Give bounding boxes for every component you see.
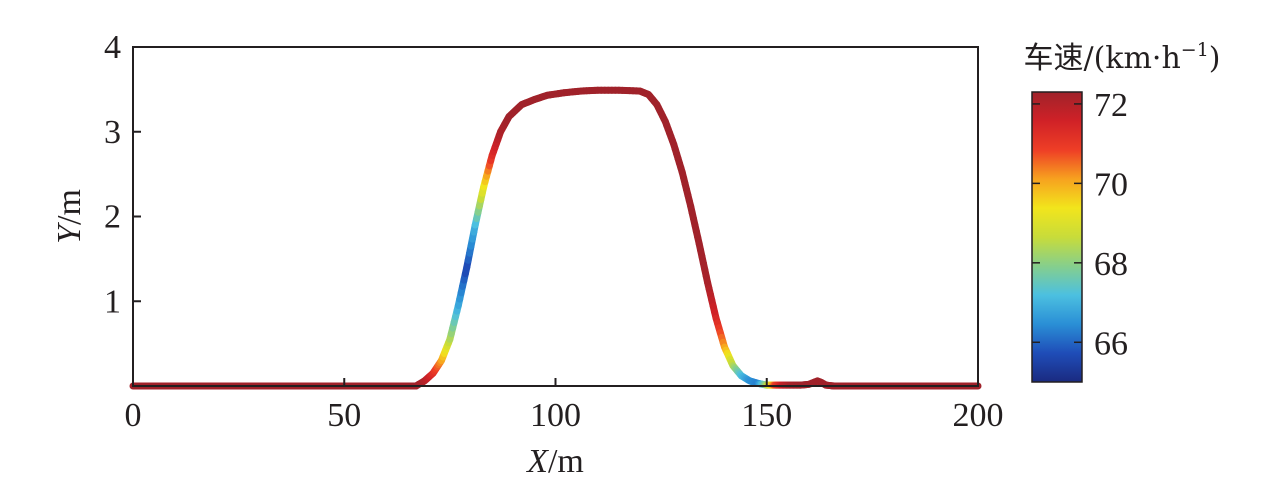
colorbar-title-end: ) — [1209, 41, 1221, 76]
x-axis: 0 50 100 150 200 — [125, 378, 1004, 434]
x-axis-label-unit: /m — [548, 443, 584, 480]
colorbar-ticks: 66 68 70 72 — [1032, 87, 1128, 362]
x-tick-label: 150 — [741, 397, 792, 434]
y-axis: 1 2 3 4 — [104, 29, 141, 320]
colorbar-title: 车速/(km·h−1) — [1023, 39, 1220, 76]
colorbar-tick-label: 66 — [1094, 325, 1128, 362]
y-tick-label: 3 — [104, 114, 121, 151]
y-axis-label-var: Y — [51, 222, 88, 244]
colorbar-gradient — [1031, 91, 1083, 383]
y-axis-label: Y/m — [51, 189, 88, 244]
y-tick-label: 1 — [104, 283, 121, 320]
colorbar-tick-label: 68 — [1094, 246, 1128, 283]
y-tick-label: 4 — [104, 29, 121, 66]
x-tick-label: 0 — [125, 397, 142, 434]
colorbar-tick-label: 70 — [1094, 166, 1128, 203]
colorbar-title-main: 车速/(km·h — [1023, 41, 1180, 76]
colorbar: 车速/(km·h−1) 66 68 70 72 — [1023, 39, 1221, 383]
y-axis-label-unit: /m — [51, 189, 88, 225]
plot-frame — [132, 46, 979, 387]
x-tick-label: 200 — [953, 397, 1004, 434]
colorbar-title-superscript: −1 — [1181, 39, 1209, 61]
trajectory-series — [129, 86, 982, 390]
colorbar-tick-label: 72 — [1094, 87, 1128, 124]
y-tick-label: 2 — [104, 199, 121, 236]
x-axis-label-var: X — [525, 443, 549, 480]
x-tick-label: 100 — [530, 397, 581, 434]
x-tick-label: 50 — [327, 397, 361, 434]
x-axis-label: X/m — [525, 443, 584, 480]
